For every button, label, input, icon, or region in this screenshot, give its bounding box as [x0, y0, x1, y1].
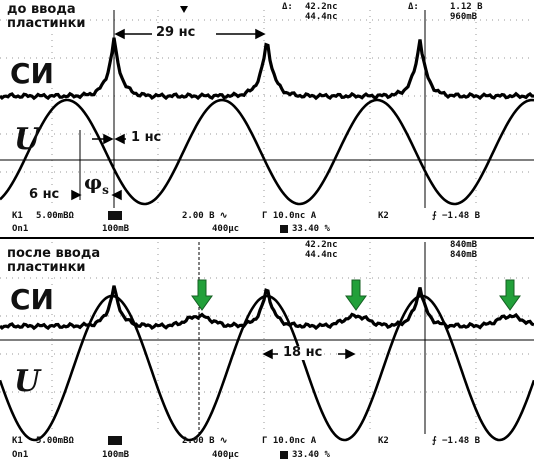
save-icon-after [280, 451, 288, 459]
save-icon [280, 225, 288, 233]
green-arrow-icon [499, 279, 521, 311]
header-value-b1: 1.12 B [450, 2, 483, 12]
status-pct-after: 33.40 % [292, 450, 330, 460]
status-k1-after: K1 [12, 436, 23, 446]
shift-label: 18 нс [282, 345, 324, 360]
period-label: 29 нс [155, 25, 197, 40]
probe-icon-after [108, 436, 122, 445]
header-marker-b: Δ: [408, 2, 419, 12]
si-trace-after [0, 285, 534, 331]
status-scale1-after: 5.00mBΩ [36, 436, 74, 446]
status-timebase: Γ 10.0nc A [262, 211, 317, 221]
offset-arrows [71, 189, 122, 201]
probe-icon [108, 211, 122, 220]
si-label-after: СИ [8, 283, 56, 316]
scope-grid-after [0, 242, 534, 442]
status-v2-after: 400μc [212, 450, 240, 460]
caption-after: после ввода пластинки [7, 246, 101, 275]
period-arrow [114, 28, 266, 40]
trigger-marker-icon [180, 6, 188, 13]
scope-panel-before: до ввода пластинки Δ: 42.2nc 44.4nc Δ: 1… [0, 2, 534, 234]
scope-panel-after: после ввода пластинки 42.2nc 44.4nc 840m… [0, 238, 534, 463]
status-v1-after: 100mB [102, 450, 130, 460]
status-v1: 100mB [102, 224, 130, 234]
status-ch: On1 [12, 224, 29, 234]
status-pct: 33.40 % [292, 224, 330, 234]
header-value-a1: 42.2nc [305, 2, 338, 12]
status-k2-after: K2 [378, 436, 389, 446]
status-scale1: 5.00mBΩ [36, 211, 74, 221]
header-value-b2: 960mB [450, 12, 478, 22]
green-arrow-icon [191, 279, 213, 311]
header-value-b1-after: 840mB [450, 240, 478, 250]
header-marker-a: Δ: [282, 2, 293, 12]
offset-label: 6 нс [28, 187, 61, 202]
delay-label: 1 нс [130, 130, 163, 145]
si-trace-before [0, 37, 534, 101]
phase-label: φs [84, 170, 109, 197]
status-trigger-after: ⨍ −1.48 B [432, 436, 481, 446]
status-ch-after: On1 [12, 450, 29, 460]
u-trace-after [0, 294, 534, 442]
shift-arrow [262, 348, 356, 360]
header-value-a1-after: 42.2nc [305, 240, 338, 250]
status-timebase-after: Γ 10.0nc A [262, 436, 317, 446]
si-label-before: СИ [8, 57, 56, 90]
caption-before: до ввода пластинки [7, 2, 86, 31]
delay-arrows [92, 133, 126, 145]
header-value-a2: 44.4nc [305, 12, 338, 22]
header-value-b2-after: 840mB [450, 250, 478, 260]
green-arrow-icon [345, 279, 367, 311]
header-value-a2-after: 44.4nc [305, 250, 338, 260]
u-label-after: U [14, 364, 41, 399]
status-v2: 400μc [212, 224, 240, 234]
status-scale2: 2.00 B ∿ [182, 211, 228, 221]
status-k1: K1 [12, 211, 23, 221]
panel-divider [0, 237, 534, 239]
status-scale2-after: 2.00 B ∿ [182, 436, 228, 446]
green-arrows [191, 279, 521, 311]
status-trigger: ⨍ −1.48 B [432, 211, 481, 221]
status-k2: K2 [378, 211, 389, 221]
u-label-before: U [14, 122, 41, 157]
scope-grid-before [0, 6, 534, 208]
u-trace-before [0, 98, 534, 206]
